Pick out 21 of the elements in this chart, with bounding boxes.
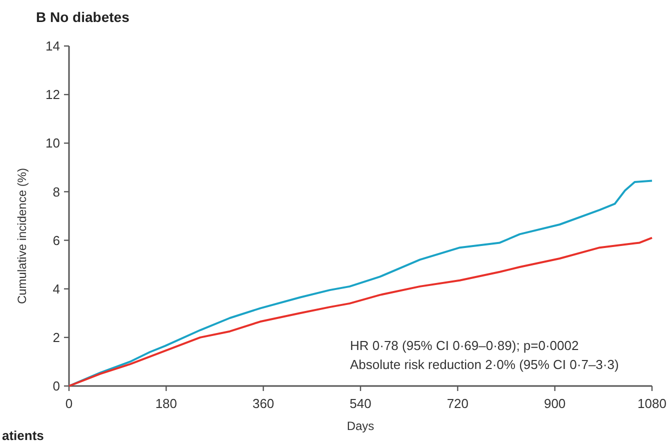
y-tick-label: 2 <box>52 330 60 345</box>
y-tick-label: 14 <box>46 38 60 54</box>
y-tick-label: 10 <box>46 136 60 151</box>
x-tick-label: 360 <box>252 396 274 411</box>
x-tick-label: 900 <box>544 396 566 411</box>
chart-title: B No diabetes <box>36 9 130 25</box>
x-tick-label: 540 <box>350 396 372 411</box>
x-tick-label: 720 <box>446 396 469 411</box>
annotation: Absolute risk reduction 2·0% (95% CI 0·7–3·3) <box>350 357 619 372</box>
y-tick-label: 4 <box>52 281 60 296</box>
x-tick-label: 0 <box>65 396 73 411</box>
x-axis-title: Days <box>346 419 374 433</box>
x-tick-label: 1080 <box>638 396 666 411</box>
y-tick-label: 0 <box>52 378 60 394</box>
y-tick-label: 6 <box>52 232 60 248</box>
text: atients <box>2 428 44 443</box>
y-tick-label: 12 <box>46 87 60 102</box>
annotation: HR 0·78 (95% CI 0·69–0·89); p=0·0002 <box>350 338 579 353</box>
y-tick-label: 8 <box>52 184 60 200</box>
y-axis-title: Cumulative incidence (%) <box>15 168 29 304</box>
x-tick-label: 180 <box>155 396 178 411</box>
